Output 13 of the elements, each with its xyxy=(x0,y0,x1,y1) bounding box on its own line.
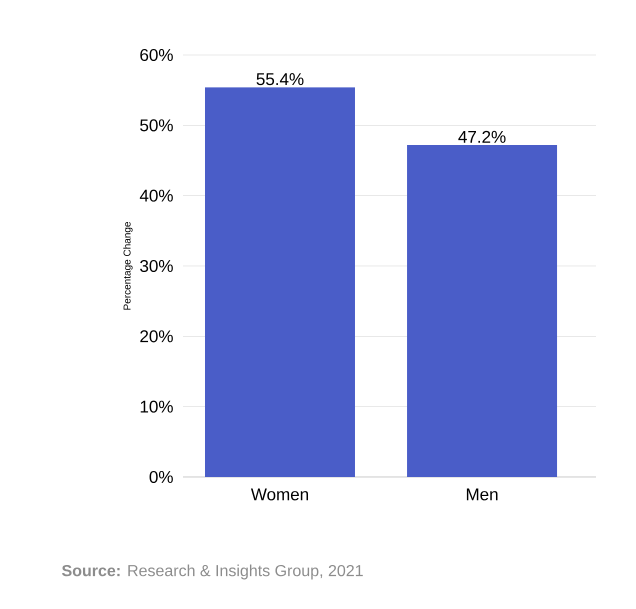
x-tick-label: Men xyxy=(466,488,498,500)
x-tick-label: Women xyxy=(250,488,308,500)
y-tick-label: 0% xyxy=(150,470,173,484)
y-tick-label: 40% xyxy=(140,190,173,202)
text: Source: Research & Insights Group, 2021 xyxy=(62,564,363,580)
y-axis-title: Percentage Change xyxy=(123,222,133,310)
y-tick-label: 60% xyxy=(140,48,173,62)
data-label: 47.2% xyxy=(458,130,506,143)
data-label: 55.4% xyxy=(256,73,304,86)
y-tick-label: 50% xyxy=(140,119,173,132)
y-tick-label: 30% xyxy=(140,260,173,272)
y-tick-label: 10% xyxy=(140,400,173,413)
y-tick-label: 20% xyxy=(140,330,173,342)
